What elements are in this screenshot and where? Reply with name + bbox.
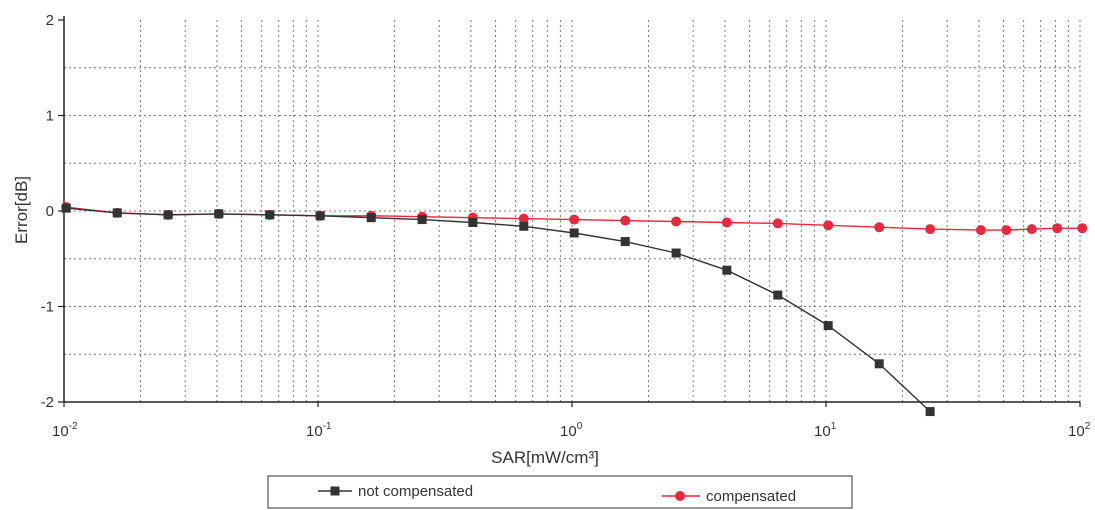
data-point-not-compensated bbox=[824, 321, 833, 330]
data-point-compensated bbox=[976, 225, 986, 235]
data-point-not-compensated bbox=[113, 208, 122, 217]
x-tick-label: 102 bbox=[1068, 421, 1091, 440]
y-tick-label: 0 bbox=[46, 203, 54, 220]
legend-marker-compensated bbox=[675, 491, 685, 501]
data-point-compensated bbox=[773, 218, 783, 228]
data-point-not-compensated bbox=[214, 209, 223, 218]
data-point-compensated bbox=[620, 216, 630, 226]
data-point-not-compensated bbox=[367, 213, 376, 222]
data-point-not-compensated bbox=[672, 249, 681, 258]
legend-label-not-compensated: not compensated bbox=[358, 483, 473, 500]
data-point-not-compensated bbox=[926, 407, 935, 416]
data-point-compensated bbox=[874, 222, 884, 232]
y-tick-label: -1 bbox=[41, 299, 54, 316]
y-tick-label: 2 bbox=[46, 12, 54, 29]
data-point-compensated bbox=[1001, 225, 1011, 235]
data-point-not-compensated bbox=[875, 359, 884, 368]
data-point-compensated bbox=[671, 217, 681, 227]
y-tick-label: -2 bbox=[41, 394, 54, 411]
series-layer bbox=[61, 202, 1087, 416]
data-point-not-compensated bbox=[468, 218, 477, 227]
data-point-not-compensated bbox=[316, 211, 325, 220]
data-point-compensated bbox=[1077, 223, 1087, 233]
y-tick-label: 1 bbox=[46, 108, 54, 125]
data-point-compensated bbox=[569, 215, 579, 225]
data-point-compensated bbox=[1052, 223, 1062, 233]
data-point-not-compensated bbox=[265, 210, 274, 219]
data-point-not-compensated bbox=[418, 215, 427, 224]
data-point-compensated bbox=[1027, 224, 1037, 234]
y-axis-label: Error[dB] bbox=[12, 176, 31, 244]
data-point-not-compensated bbox=[722, 266, 731, 275]
x-tick-label: 100 bbox=[560, 421, 583, 440]
x-axis-label: SAR[mW/cm³] bbox=[491, 448, 599, 467]
data-point-not-compensated bbox=[570, 228, 579, 237]
legend-label-compensated: compensated bbox=[706, 488, 796, 505]
data-point-compensated bbox=[823, 220, 833, 230]
x-tick-label: 101 bbox=[814, 421, 837, 440]
data-point-not-compensated bbox=[62, 204, 71, 213]
data-point-not-compensated bbox=[621, 237, 630, 246]
x-tick-label: 10-1 bbox=[306, 421, 332, 440]
data-point-not-compensated bbox=[164, 210, 173, 219]
series-line-not-compensated bbox=[66, 208, 930, 411]
data-point-not-compensated bbox=[519, 222, 528, 231]
legend: not compensated compensated bbox=[268, 476, 852, 508]
data-point-compensated bbox=[925, 224, 935, 234]
data-point-compensated bbox=[722, 217, 732, 227]
legend-marker-not-compensated bbox=[331, 487, 340, 496]
x-tick-label: 10-2 bbox=[52, 421, 78, 440]
data-point-not-compensated bbox=[773, 291, 782, 300]
